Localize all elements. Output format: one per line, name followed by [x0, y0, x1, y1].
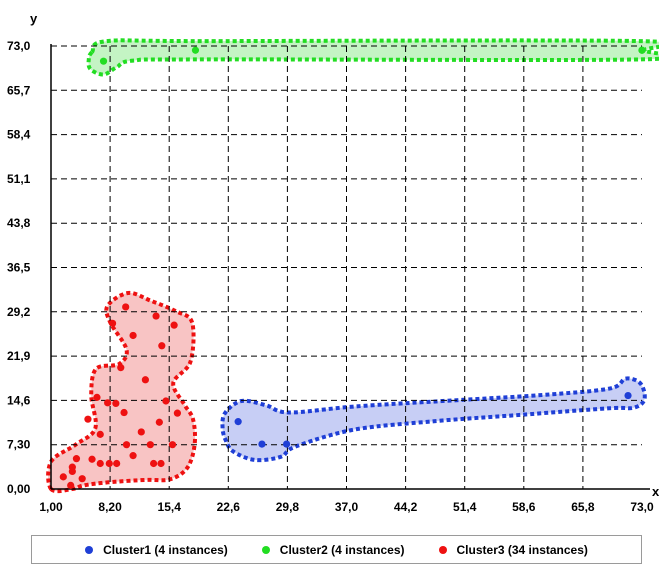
y-tick-label: 0,00 [7, 482, 31, 496]
cluster1-point [258, 440, 266, 448]
x-tick-label: 58,6 [512, 500, 536, 514]
scatter-chart: 1,00 8,20 15,4 22,6 29,8 37,0 44,2 51,4 58,6 65,8… [7, 11, 659, 514]
cluster3-point [122, 303, 130, 311]
cluster2-point [638, 46, 646, 54]
cluster3-point [137, 428, 145, 436]
y-tick-label: 43,8 [7, 216, 31, 230]
y-tick-label: 36,5 [7, 261, 31, 275]
x-tick-label: 37,0 [335, 500, 359, 514]
cluster3-point [152, 312, 160, 320]
x-tick-label: 22,6 [217, 500, 241, 514]
cluster3-point [173, 409, 182, 417]
cluster2-hull [86, 38, 659, 77]
x-tick-label: 1,00 [39, 500, 63, 514]
x-tick-label: 51,4 [453, 500, 477, 514]
cluster3-point [68, 467, 76, 476]
cluster3-point [117, 364, 125, 372]
cluster3-point [112, 399, 120, 408]
x-tick-label: 73,0 [630, 500, 654, 514]
y-tick-label: 14,6 [7, 393, 31, 407]
cluster2-point [99, 57, 108, 65]
cluster3-point [96, 459, 104, 468]
cluster3-point [158, 342, 166, 350]
legend-item-cluster3: Cluster3 (34 instances) [438, 542, 588, 557]
legend-marker-cluster3 [438, 545, 447, 554]
cluster3-point [141, 376, 149, 384]
y-tick-label: 7,30 [7, 438, 31, 452]
legend-marker-cluster2 [261, 545, 270, 554]
cluster3-point [113, 459, 121, 468]
legend-label-cluster1: Cluster1 (4 instances) [103, 542, 228, 557]
cluster3-point [168, 441, 177, 449]
cluster1-hull [220, 376, 647, 463]
cluster3-point [129, 452, 137, 460]
cluster-hulls [46, 38, 659, 494]
cluster3-hull [46, 290, 198, 494]
cluster1-point [234, 418, 242, 426]
grid-lines [51, 45, 642, 489]
legend-label-cluster2: Cluster2 (4 instances) [279, 542, 405, 557]
cluster3-point [93, 393, 101, 401]
y-tick-label: 29,2 [7, 305, 31, 319]
cluster2-point [191, 46, 200, 54]
x-tick-label: 15,4 [158, 500, 182, 514]
cluster3-point [84, 415, 92, 423]
cluster3-point [162, 397, 170, 405]
y-tick-label: 21,9 [7, 349, 31, 363]
legend-item-cluster2: Cluster2 (4 instances) [261, 542, 405, 557]
cluster1-point [624, 391, 632, 400]
data-points [59, 46, 646, 489]
cluster1-point [282, 440, 291, 448]
cluster3-point [120, 408, 128, 417]
cluster3-point [105, 459, 113, 468]
axes [50, 44, 650, 490]
cluster3-point [155, 418, 163, 426]
cluster3-point [78, 475, 86, 483]
cluster3-point [129, 331, 137, 340]
x-tick-label: 65,8 [571, 500, 595, 514]
cluster3-point [122, 441, 131, 449]
cluster3-point [108, 319, 117, 327]
cluster3-point [170, 321, 178, 329]
legend-label-cluster3: Cluster3 (34 instances) [456, 542, 588, 557]
y-tick-label: 65,7 [7, 83, 31, 97]
cluster3-point [157, 459, 165, 468]
x-tick-label: 44,2 [394, 500, 418, 514]
cluster3-point [72, 455, 81, 463]
cluster3-point [96, 430, 104, 438]
tick-labels: 1,00 8,20 15,4 22,6 29,8 37,0 44,2 51,4 58,6 65,8… [7, 39, 654, 514]
cluster3-point [146, 441, 154, 449]
x-tick-label: 8,20 [98, 500, 122, 514]
x-axis-label: x [652, 484, 659, 499]
cluster3-point [150, 459, 158, 468]
legend-item-cluster1: Cluster1 (4 instances) [85, 543, 228, 557]
legend-marker-cluster1 [85, 545, 94, 554]
cluster3-point [104, 399, 112, 407]
cluster3-point [59, 473, 67, 481]
legend: Cluster1 (4 instances) Cluster2 (4 insta… [31, 535, 642, 564]
y-tick-label: 51,1 [7, 172, 31, 186]
y-tick-label: 73,0 [7, 39, 31, 53]
x-tick-label: 29,8 [276, 500, 300, 514]
cluster3-point [88, 455, 96, 463]
y-axis-label: y [30, 11, 38, 26]
cluster3-point [67, 481, 75, 489]
y-tick-label: 58,4 [7, 128, 31, 142]
